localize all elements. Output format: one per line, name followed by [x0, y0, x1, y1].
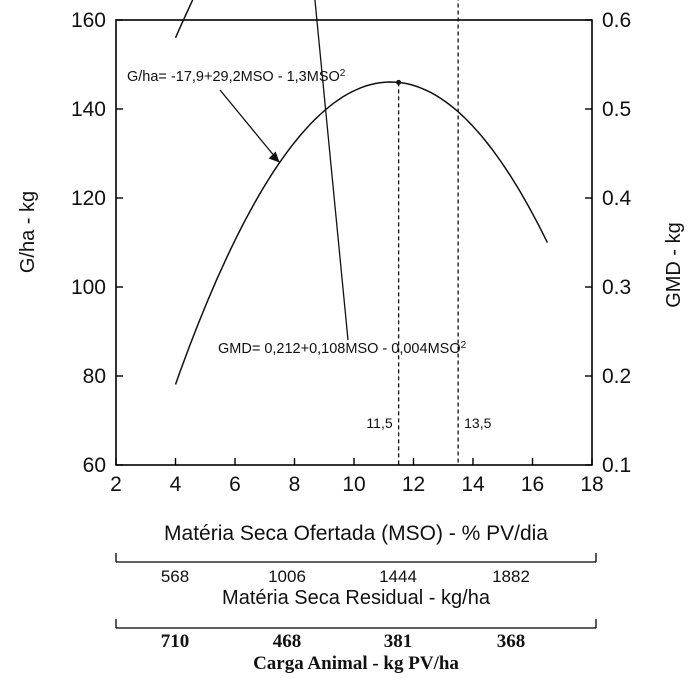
x-tick-label: 2 [110, 473, 122, 496]
gha-arrow-line [219, 89, 281, 163]
y-right-tick-label: 0.4 [602, 187, 632, 210]
y-left-tick-label: 100 [71, 276, 106, 299]
secondary-tick-label: 568 [161, 567, 189, 586]
y-left-tick-label: 140 [71, 98, 106, 121]
curves [174, 0, 549, 385]
gmd-equation-label: GMD= 0,212+0,108MSO - 0,004MSO2 [218, 340, 467, 358]
y-right-tick-label: 0.5 [602, 98, 631, 121]
x-axis-label: Matéria Seca Ofertada (MSO) - % PV/dia [164, 522, 548, 545]
y-right-tick-label: 0.2 [602, 365, 631, 388]
secondary-tick-label: 1006 [268, 567, 306, 586]
y-left-axis-label: G/ha - kg [17, 191, 39, 273]
secondary-tick-label: 381 [384, 631, 413, 652]
y-left-tick-label: 160 [71, 9, 106, 32]
plot-frame [115, 19, 593, 466]
y-left-tick-label: 120 [71, 187, 106, 210]
series-curve-g-ha [174, 81, 549, 385]
x-tick-label: 14 [461, 473, 485, 496]
x-tick-label: 18 [580, 473, 603, 496]
x-tick-label: 12 [402, 473, 425, 496]
x-tick-label: 8 [289, 473, 301, 496]
gmd-arrow-line [314, 0, 349, 341]
y-right-axis-label: GMD - kg [663, 222, 685, 308]
y-left-tick-label: 80 [83, 365, 106, 388]
optimum-markers: 11,5 13,5 [366, 0, 492, 465]
secondary-tick-label: 1444 [379, 567, 417, 586]
y-right-tick-label: 0.6 [602, 9, 631, 32]
gha-arrow-head [268, 151, 280, 163]
x-tick-label: 10 [342, 473, 365, 496]
secondary-tick-label: 710 [161, 631, 190, 652]
secondary-tick-label: 468 [273, 631, 302, 652]
secondary-tick-label: 1882 [492, 567, 530, 586]
axis-ticks: 2 4 6 8 10 12 14 16 18 60 80 100 120 140 160 0.1 0.2 0.3 0… [71, 9, 632, 496]
equation-annotations: G/ha= -17,9+29,2MSO - 1,3MSO2 GMD= 0,212+… [127, 0, 467, 357]
x-tick-label: 4 [170, 473, 182, 496]
secondary-axis-title: Carga Animal - kg PV/ha [253, 653, 459, 674]
y-right-tick-label: 0.3 [602, 276, 631, 299]
optimum-point [396, 79, 402, 85]
secondary-tick-label: 368 [497, 631, 526, 652]
x-tick-label: 16 [521, 473, 544, 496]
secondary-axis-title: Matéria Seca Residual - kg/ha [222, 587, 491, 609]
y-left-tick-label: 60 [83, 454, 106, 477]
plot-border [115, 19, 593, 466]
series-curve-gmd [174, 0, 194, 39]
optimum-label: 11,5 [366, 415, 392, 431]
x-tick-label: 6 [229, 473, 241, 496]
gha-equation-label: G/ha= -17,9+29,2MSO - 1,3MSO2 [127, 68, 346, 86]
y-right-tick-label: 0.1 [602, 454, 631, 477]
optimum-label: 13,5 [464, 415, 491, 431]
